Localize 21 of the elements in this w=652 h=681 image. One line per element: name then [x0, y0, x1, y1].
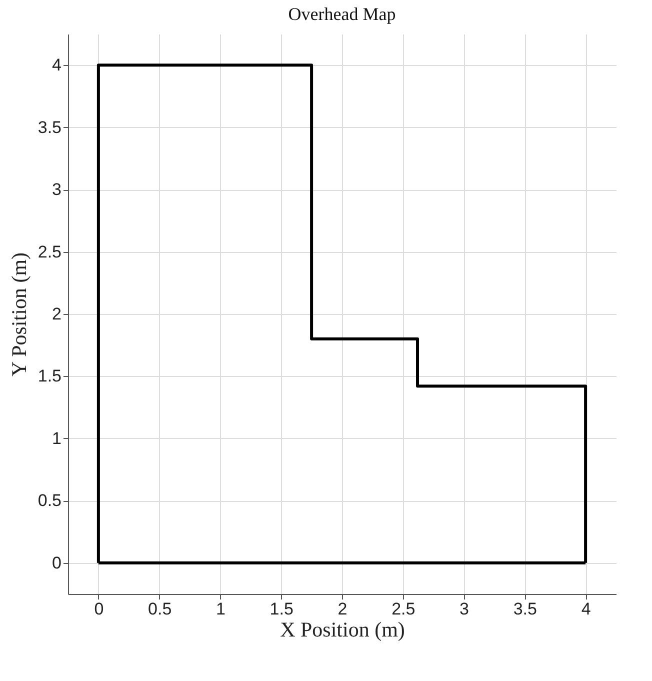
x-tick-label: 2 — [338, 600, 348, 618]
chart-title: Overhead Map — [288, 4, 396, 24]
x-tick-label: 3 — [460, 600, 470, 618]
x-tick-label: 2.5 — [392, 600, 416, 618]
y-tick-label: 2 — [52, 304, 62, 324]
y-tick-label: 0.5 — [38, 491, 62, 510]
y-tick-label: 3.5 — [38, 118, 62, 137]
y-tick-label: 0 — [52, 553, 62, 572]
x-tick-label: 0 — [94, 600, 104, 618]
x-tick-label: 1.5 — [270, 600, 294, 618]
y-tick-label: 1 — [52, 428, 62, 448]
x-tick-label: 1 — [216, 600, 226, 618]
y-tick-label: 2.5 — [38, 242, 62, 262]
y-axis-title: Y Position (m) — [6, 252, 31, 377]
y-tick-label: 4 — [52, 56, 62, 75]
x-axis-title: X Position (m) — [280, 618, 405, 642]
x-tick-label: 3.5 — [513, 600, 537, 618]
x-tick-label: 4 — [581, 600, 591, 618]
y-tick-label: 3 — [52, 180, 62, 200]
y-tick-label: 1.5 — [38, 366, 62, 386]
x-tick-label: 0.5 — [148, 600, 172, 618]
